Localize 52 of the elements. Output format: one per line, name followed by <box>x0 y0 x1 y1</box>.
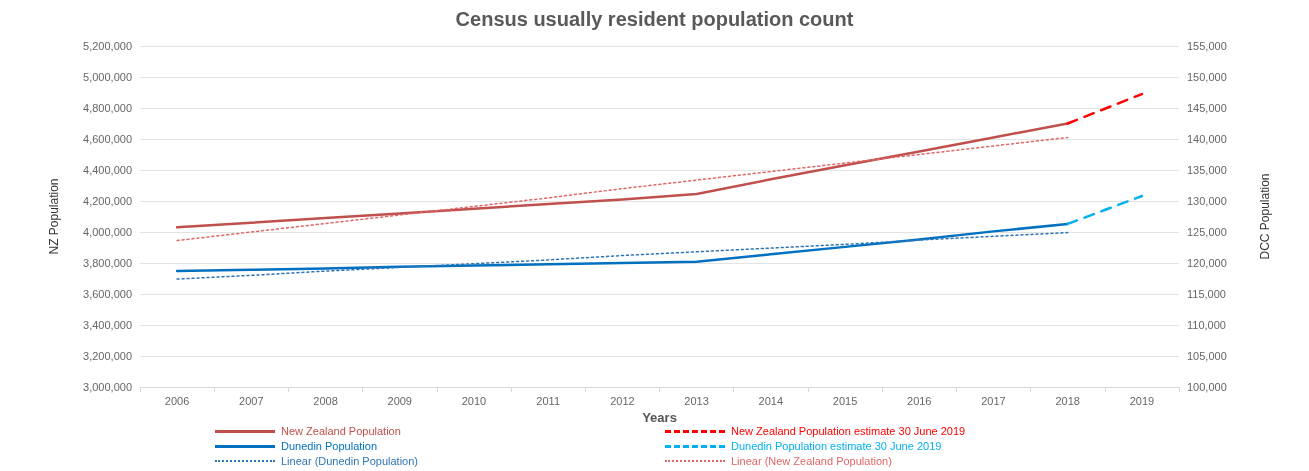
x-tick-label: 2019 <box>1129 394 1155 407</box>
text: New Zealand Population estimate 30 June 2019 <box>731 425 966 437</box>
x-tick-label: 2017 <box>981 394 1006 407</box>
x-tick-label: 2014 <box>758 394 784 407</box>
line-series <box>175 122 1069 229</box>
x-tick-label: 2006 <box>164 394 190 407</box>
y-tick-label: 4,800,000 <box>83 102 132 114</box>
y2-tick-label: 110,000 <box>1187 319 1226 331</box>
line-series <box>176 136 1069 242</box>
y-tick-label: 3,000,000 <box>83 381 132 393</box>
y-tick-label: 3,400,000 <box>83 319 132 331</box>
text: Linear (New Zealand Population) <box>731 455 892 467</box>
x-tick-label: 2009 <box>387 394 412 407</box>
y-tick-label: 3,800,000 <box>83 257 132 269</box>
x-tick-label: 2018 <box>1055 394 1080 407</box>
y2-tick-label: 130,000 <box>1187 195 1227 207</box>
x-tick-label: 2011 <box>536 394 561 407</box>
text: Linear (Dunedin Population) <box>281 455 418 467</box>
x-tick-label: 2010 <box>461 394 487 407</box>
y-tick-label: 3,600,000 <box>83 288 132 300</box>
y-tick-label: 4,600,000 <box>83 133 132 145</box>
x-tick-label: 2015 <box>832 394 858 407</box>
y-tick-label: 4,400,000 <box>83 164 132 176</box>
y-axis-title: NZ Population <box>47 178 61 255</box>
x-tick-label: 2008 <box>313 394 338 407</box>
y-tick-label: 5,200,000 <box>83 40 132 52</box>
x-tick-label: 2012 <box>610 394 635 407</box>
y-tick-label: 5,000,000 <box>83 71 132 83</box>
y-tick-label: 4,000,000 <box>83 226 132 238</box>
text: New Zealand Population <box>281 425 401 437</box>
y2-tick-label: 125,000 <box>1187 226 1227 238</box>
y2-tick-label: 120,000 <box>1187 257 1227 269</box>
text: Dunedin Population <box>281 440 378 452</box>
y-tick-label: 3,200,000 <box>83 350 132 362</box>
y2-tick-label: 150,000 <box>1187 71 1227 83</box>
y2-tick-label: 140,000 <box>1187 133 1227 145</box>
y2-tick-label: 115,000 <box>1187 288 1226 300</box>
y2-tick-label: 135,000 <box>1187 164 1227 176</box>
y2-tick-label: 155,000 <box>1187 40 1227 52</box>
y2-tick-label: 100,000 <box>1187 381 1227 393</box>
line-series <box>176 231 1069 280</box>
chart-title: Census usually resident population count <box>455 8 854 30</box>
y2-axis-title: DCC Population <box>1258 173 1272 260</box>
x-tick-label: 2013 <box>684 394 709 407</box>
y2-tick-label: 145,000 <box>1187 102 1227 114</box>
line-series <box>175 222 1069 273</box>
x-axis-title: Years <box>642 409 677 425</box>
y2-tick-label: 105,000 <box>1187 350 1227 362</box>
y-tick-label: 4,200,000 <box>83 195 132 207</box>
text: Dunedin Population estimate 30 June 2019 <box>731 440 942 452</box>
x-tick-label: 2016 <box>907 394 932 407</box>
x-tick-label: 2007 <box>239 394 264 407</box>
